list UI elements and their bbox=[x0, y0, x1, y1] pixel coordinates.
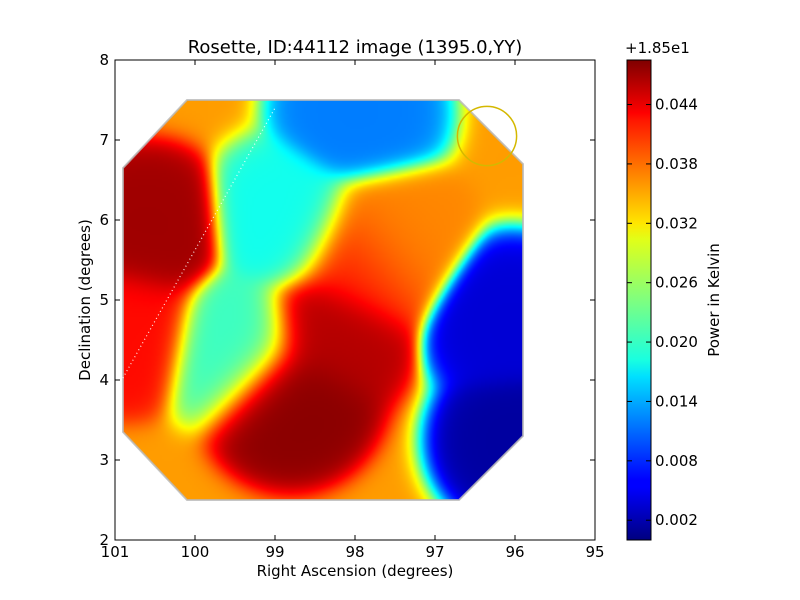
chart-title: Rosette, ID:44112 image (1395.0,YY) bbox=[188, 37, 523, 58]
x-tick-label: 95 bbox=[585, 543, 604, 561]
colorbar-tick-label: 0.026 bbox=[655, 274, 698, 292]
colorbar-tick-label: 0.038 bbox=[655, 155, 698, 173]
field-boundary bbox=[122, 99, 524, 501]
colorbar-tick-label: 0.008 bbox=[655, 452, 698, 470]
colorbar-tick-label: 0.014 bbox=[655, 392, 698, 410]
y-tick-label: 7 bbox=[99, 131, 109, 149]
colorbar-tick-label: 0.044 bbox=[655, 96, 698, 114]
x-tick-label: 101 bbox=[101, 543, 130, 561]
heatmap-image bbox=[123, 100, 523, 500]
x-tick-label: 97 bbox=[425, 543, 444, 561]
colorbar-label: Power in Kelvin bbox=[705, 243, 723, 357]
y-axis-label: Declination (degrees) bbox=[76, 219, 94, 381]
x-tick-label: 98 bbox=[345, 543, 364, 561]
colorbar-ticks: 0.002 0.008 0.014 0.020 0.026 0.032 0.038 0.044 bbox=[627, 96, 698, 529]
y-tick-label: 5 bbox=[99, 291, 109, 309]
x-axis-ticks: 101 100 99 98 97 96 95 bbox=[101, 60, 605, 561]
x-tick-label: 99 bbox=[265, 543, 284, 561]
y-tick-label: 4 bbox=[99, 371, 109, 389]
colorbar-offset-label: +1.85e1 bbox=[625, 39, 690, 57]
x-tick-label: 100 bbox=[181, 543, 210, 561]
x-axis-label: Right Ascension (degrees) bbox=[257, 562, 454, 580]
colorbar-tick-label: 0.032 bbox=[655, 214, 698, 232]
y-tick-label: 8 bbox=[99, 51, 109, 69]
marker-circle bbox=[456, 105, 518, 167]
y-axis-ticks: 2 3 4 5 6 7 8 bbox=[99, 51, 595, 549]
colorbar bbox=[626, 59, 652, 541]
x-tick-label: 96 bbox=[505, 543, 524, 561]
colorbar-tick-label: 0.002 bbox=[655, 511, 698, 529]
colorbar-tick-label: 0.020 bbox=[655, 333, 698, 351]
y-tick-label: 2 bbox=[99, 531, 109, 549]
y-tick-label: 6 bbox=[99, 211, 109, 229]
y-tick-label: 3 bbox=[99, 451, 109, 469]
